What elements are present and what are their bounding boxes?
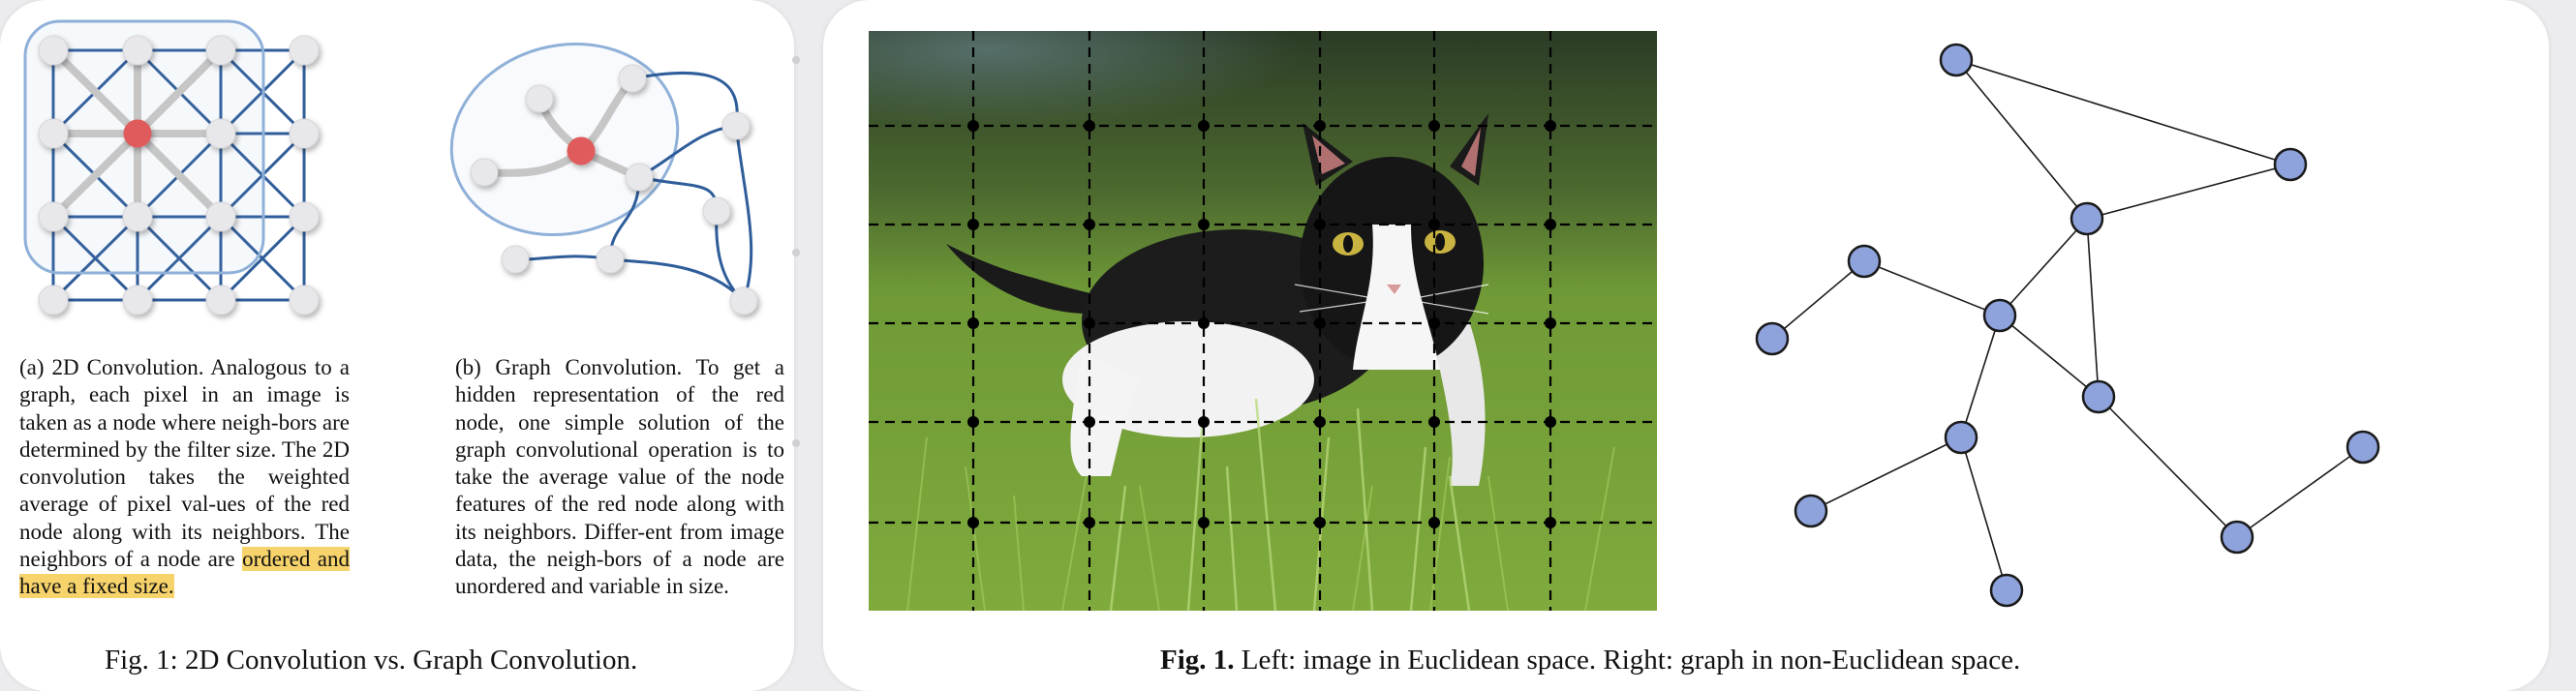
grid-point: [1198, 517, 1210, 528]
grid-node: [289, 35, 320, 66]
graph-node: [2081, 379, 2116, 414]
grid-point: [1545, 219, 1556, 230]
grid-point: [1314, 416, 1326, 428]
grid-node: [205, 285, 236, 315]
grid-node: [122, 35, 153, 66]
center-node: [123, 119, 152, 148]
graph-edge: [1810, 436, 1962, 512]
graph-edge: [2086, 164, 2291, 220]
euclidean-grid: [869, 31, 1657, 611]
grid-point: [1084, 120, 1095, 132]
grid-point: [1084, 317, 1095, 329]
panel-edge-dot: [792, 249, 800, 256]
graph-node: [1989, 573, 2024, 608]
graph-node: [618, 64, 647, 93]
grid-point: [1545, 317, 1556, 329]
graph-edge: [1955, 59, 2291, 165]
graph-node: [2273, 147, 2308, 182]
grid-node: [289, 118, 320, 149]
grid-node: [205, 35, 236, 66]
graph-node: [729, 286, 758, 315]
grid-point: [967, 416, 979, 428]
figure-caption-left: Fig. 1: 2D Convolution vs. Graph Convolu…: [105, 645, 638, 676]
grid-point: [1198, 120, 1210, 132]
caption-label: Fig. 1.: [1160, 645, 1235, 676]
grid-point: [1198, 317, 1210, 329]
graph-edge: [1960, 436, 2008, 591]
grid-point: [1428, 219, 1440, 230]
graph-node: [625, 163, 654, 192]
grid-node: [38, 201, 69, 232]
grid-node: [289, 201, 320, 232]
panel-edge-dot: [792, 439, 800, 447]
grid-node: [38, 35, 69, 66]
grid-point: [1084, 219, 1095, 230]
grid-point: [1428, 416, 1440, 428]
center-node: [567, 136, 596, 165]
figure-caption-right: Fig. 1. Left: image in Euclidean space. …: [1160, 645, 2020, 676]
grid-node: [38, 285, 69, 315]
grid-point: [1428, 517, 1440, 528]
graph-node: [2346, 430, 2380, 465]
grid-point: [1314, 517, 1326, 528]
graph-node: [1939, 43, 1974, 77]
graph-edge: [2236, 446, 2364, 538]
grid-point: [1545, 120, 1556, 132]
graph-edge: [1999, 218, 2088, 316]
graph-node: [1982, 298, 2017, 333]
grid-node: [205, 118, 236, 149]
grid-point: [1084, 517, 1095, 528]
graph-edge: [1955, 59, 2088, 220]
graph-edge: [2086, 218, 2100, 398]
graph-edge: [1863, 260, 2001, 316]
2d-convolution-diagram: [23, 19, 320, 315]
graph-node: [1847, 244, 1882, 279]
panel-edge-dot: [792, 56, 800, 64]
subcaption-a: (a) 2D Convolution. Analogous to a graph…: [19, 355, 351, 599]
graph-node: [702, 196, 731, 225]
graph-node: [501, 245, 530, 274]
grid-point: [967, 317, 979, 329]
grid-point: [1428, 317, 1440, 329]
grid-node: [122, 285, 153, 315]
graph-edge: [1999, 315, 2100, 398]
graph-node: [1794, 494, 1828, 528]
grid-point: [1314, 120, 1326, 132]
grid-node: [122, 201, 153, 232]
grid-point: [1428, 120, 1440, 132]
subcaption-b: (b) Graph Convolution. To get a hidden r…: [455, 355, 784, 599]
caption-text: Left: image in Euclidean space. Right: g…: [1241, 645, 2021, 676]
grid-point: [1198, 219, 1210, 230]
grid-point: [1084, 416, 1095, 428]
graph-node: [1755, 321, 1790, 356]
graph-convolution-diagram: [449, 42, 758, 315]
grid-point: [1198, 416, 1210, 428]
grid-point: [967, 517, 979, 528]
graph-node: [596, 245, 625, 274]
graph-node: [470, 158, 499, 187]
graph-node: [2220, 520, 2254, 555]
grid-point: [1314, 317, 1326, 329]
graph-node: [2070, 201, 2104, 236]
graph-node: [1944, 420, 1978, 455]
graph-edge: [1960, 315, 2001, 438]
graph-node: [525, 84, 554, 113]
grid-point: [1545, 517, 1556, 528]
cat-photo: [869, 31, 1657, 611]
grid-point: [1314, 219, 1326, 230]
grid-node: [205, 201, 236, 232]
graph-edge: [1771, 260, 1865, 340]
grid-point: [967, 120, 979, 132]
grid-points: [967, 120, 1556, 528]
grid-node: [38, 118, 69, 149]
graph-edge: [2098, 396, 2238, 538]
grid-point: [1545, 416, 1556, 428]
graph-node: [721, 111, 751, 140]
grid-node: [289, 285, 320, 315]
grid-point: [967, 219, 979, 230]
non-euclidean-graph: [1755, 43, 2380, 608]
